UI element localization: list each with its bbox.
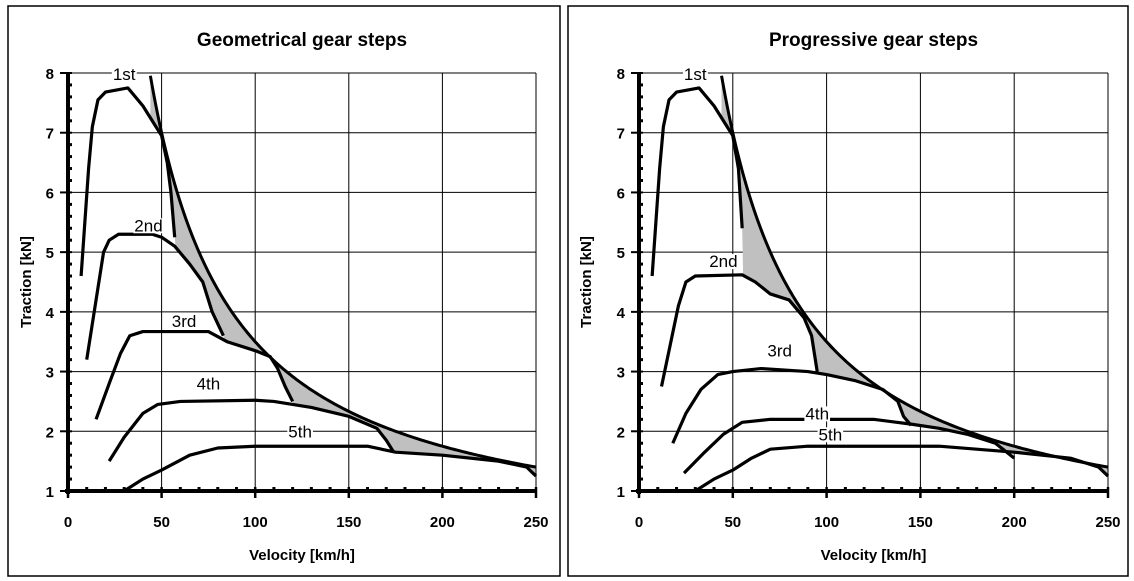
y-tick-label: 2: [46, 424, 54, 441]
panel-border: [7, 5, 561, 577]
panel-border: [567, 5, 1129, 577]
x-tick-label: 200: [430, 514, 455, 531]
chart-title: Progressive gear steps: [769, 30, 978, 51]
y-tick-label: 1: [46, 484, 54, 501]
y-tick-label: 5: [46, 245, 54, 262]
gear-label-background: [133, 218, 164, 234]
gear-curve-2nd: [659, 273, 819, 387]
gear-label-background: [111, 67, 137, 83]
gear-label-background: [195, 376, 222, 392]
y-tick-label: 5: [617, 245, 625, 262]
x-tick-label: 50: [153, 514, 170, 531]
y-tick-label: 8: [46, 66, 54, 83]
x-tick-label: 200: [1002, 514, 1027, 531]
y-tick-label: 3: [617, 365, 625, 382]
gear-curve-4th: [107, 398, 396, 462]
gear-label-background: [682, 67, 708, 83]
x-tick-label: 50: [724, 514, 741, 531]
y-tick-label: 4: [46, 305, 55, 322]
y-tick-label: 7: [46, 126, 54, 143]
x-tick-label: 250: [523, 514, 548, 531]
x-axis-label: Velocity [km/h]: [249, 547, 355, 564]
gear-curve-4th: [682, 417, 1016, 475]
y-tick-label: 4: [617, 305, 626, 322]
x-tick-label: 150: [908, 514, 933, 531]
x-tick-label: 150: [336, 514, 361, 531]
y-tick-label: 8: [617, 66, 625, 83]
x-tick-label: 0: [635, 514, 643, 531]
gear-label-2nd: 2nd: [134, 216, 162, 235]
y-tick-label: 7: [617, 126, 625, 143]
x-axis-label: Velocity [km/h]: [821, 547, 927, 564]
gear-label-background: [708, 254, 739, 270]
x-tick-label: 100: [243, 514, 268, 531]
gear-label-3rd: 3rd: [172, 312, 197, 331]
y-tick-label: 6: [617, 185, 625, 202]
gear-curve-1st: [79, 86, 177, 277]
gear-curve-3rd: [671, 366, 913, 444]
y-tick-label: 6: [46, 185, 54, 202]
x-tick-label: 0: [64, 514, 72, 531]
ideal-traction-curve: [148, 75, 537, 469]
y-tick-label: 1: [617, 484, 625, 501]
x-tick-label: 250: [1095, 514, 1120, 531]
gear-label-1st: 1st: [684, 65, 707, 84]
y-tick-label: 2: [617, 424, 625, 441]
chart-panel-1: Geometrical gear steps 1st 2nd 3rd 4th 5th 1 2 3…: [7, 5, 561, 577]
y-axis-label: Traction [kN]: [18, 236, 35, 328]
gear-label-5th: 5th: [288, 422, 312, 441]
gear-label-4th: 4th: [805, 404, 829, 423]
chart-title: Geometrical gear steps: [197, 30, 407, 51]
x-tick-label: 100: [814, 514, 839, 531]
gear-curve-5th: [123, 444, 538, 493]
chart-panel-2: Progressive gear steps 1st 2nd 3rd 4th 5th 1 2 3…: [567, 5, 1129, 577]
gear-curve-5th: [694, 444, 1110, 493]
gear-curve-3rd: [94, 329, 295, 420]
gear-curve-2nd: [85, 232, 225, 360]
gear-label-background: [817, 427, 844, 443]
gear-label-background: [804, 406, 831, 422]
gear-label-background: [766, 343, 793, 359]
gear-label-2nd: 2nd: [709, 252, 737, 271]
gear-label-3rd: 3rd: [767, 342, 792, 361]
y-axis-label: Traction [kN]: [578, 236, 595, 328]
y-tick-label: 3: [46, 365, 54, 382]
gear-label-4th: 4th: [197, 375, 221, 394]
gear-label-5th: 5th: [819, 425, 843, 444]
gear-label-background: [287, 424, 313, 440]
gear-label-1st: 1st: [113, 65, 136, 84]
gear-curve-1st: [650, 86, 744, 277]
gear-label-background: [170, 313, 198, 329]
